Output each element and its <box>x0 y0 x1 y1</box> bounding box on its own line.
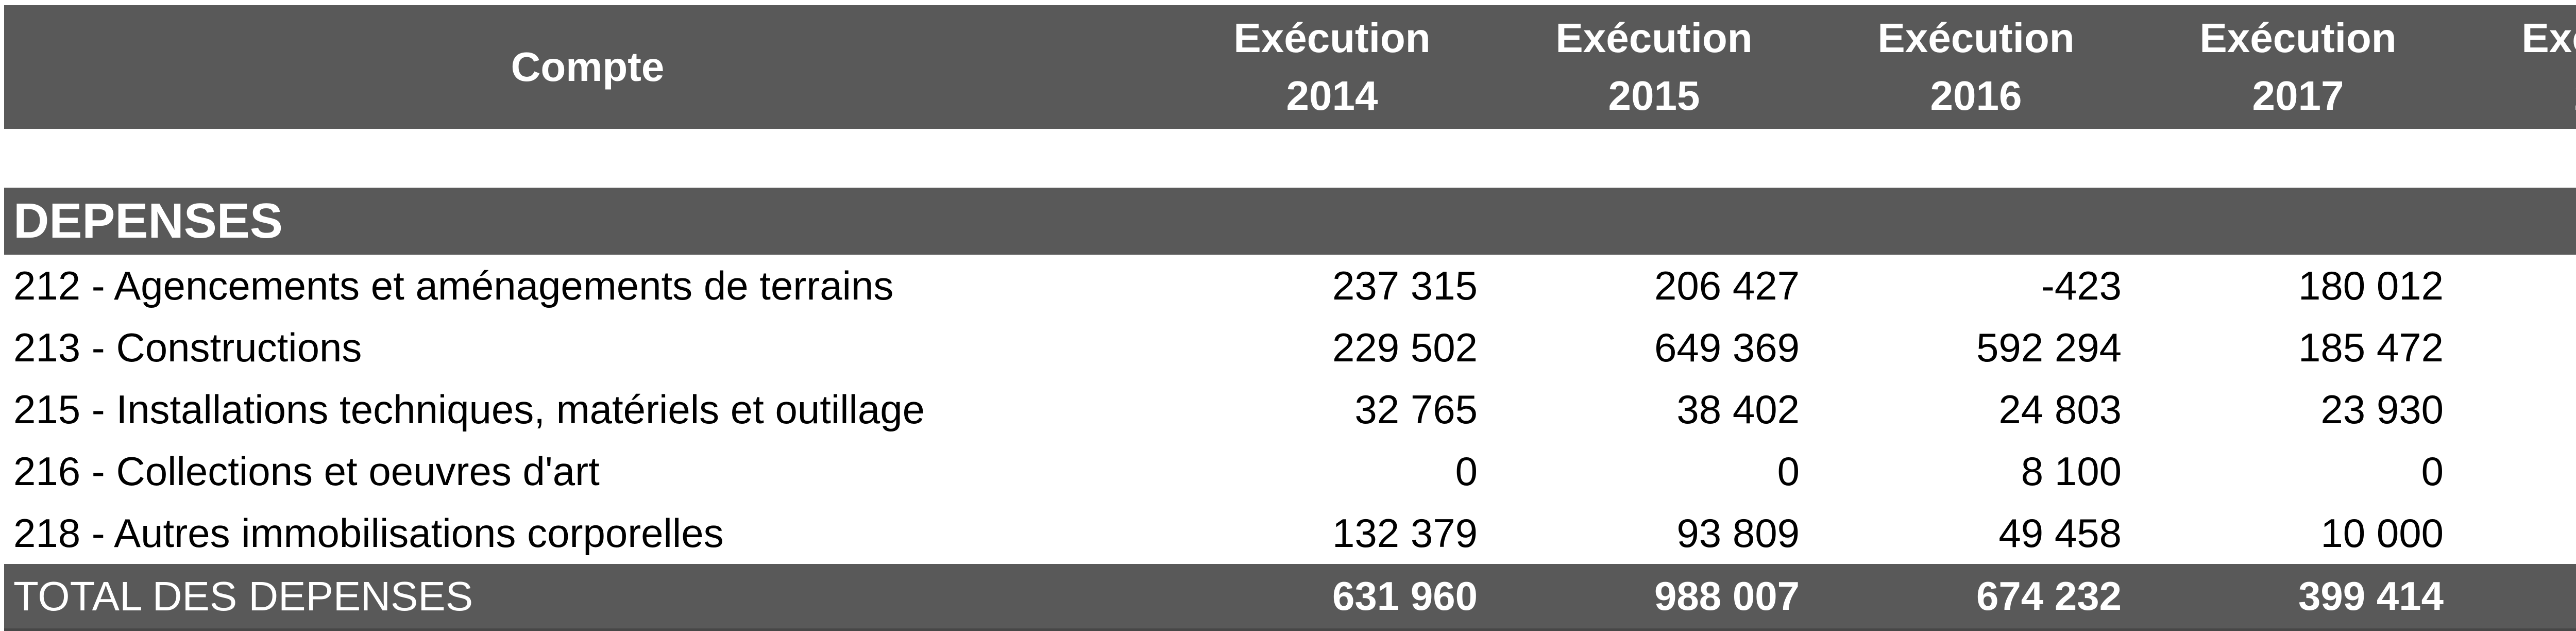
table-total-row: TOTAL DES DEPENSES 631 960 988 007 674 2… <box>4 564 2576 631</box>
column-header-execution-2017: Exécution 2017 <box>2137 9 2459 125</box>
column-header-line2: 2015 <box>1608 73 1700 119</box>
cell-value-2018: 68 757 <box>2459 324 2576 371</box>
row-label: 213 - Constructions <box>13 324 362 370</box>
column-header-line2: 2017 <box>2252 73 2344 119</box>
column-header-line1: Exécution <box>2521 15 2576 61</box>
cell-value-2015: 38 402 <box>1676 386 1800 432</box>
cell-value-2016: 8 100 <box>2021 448 2122 494</box>
column-header-execution-2016: Exécution 2016 <box>1815 9 2137 125</box>
cell-value-2018: 0 <box>2459 448 2576 495</box>
row-label: 212 - Agencements et aménagements de ter… <box>13 262 894 308</box>
cell-value-2018: 58 089 <box>2459 386 2576 433</box>
cell-value-2015: 0 <box>1777 448 1800 494</box>
table-row-212: 212 - Agencements et aménagements de ter… <box>4 255 2576 317</box>
cell-value-2017: 0 <box>2421 448 2444 494</box>
total-label: TOTAL DES DEPENSES <box>13 573 473 619</box>
section-header-depenses: DEPENSES <box>4 188 2576 255</box>
table-header-row: Compte Exécution 2014 Exécution 2015 Exé… <box>4 5 2576 129</box>
section-title: DEPENSES <box>13 193 283 248</box>
table-row-216: 216 - Collections et oeuvres d'art 0 0 8… <box>4 440 2576 502</box>
row-label: 215 - Installations techniques, matériel… <box>13 386 925 432</box>
cell-value-2015: 93 809 <box>1676 510 1800 556</box>
cell-value-2014: 237 315 <box>1332 262 1478 308</box>
cell-value-2014: 0 <box>1455 448 1478 494</box>
table-row-218: 218 - Autres immobilisations corporelles… <box>4 502 2576 564</box>
column-header-execution-2015: Exécution 2015 <box>1493 9 1815 125</box>
column-header-line2: 2016 <box>1930 73 2022 119</box>
cell-value-2017: 185 472 <box>2298 324 2444 370</box>
cell-value-2018: 10 500 <box>2459 510 2576 557</box>
total-value-2015: 988 007 <box>1654 573 1800 619</box>
cell-value-2016: -423 <box>2041 262 2122 308</box>
cell-value-2017: 10 000 <box>2320 510 2444 556</box>
column-header-line2: 2018 <box>2459 67 2576 125</box>
total-value-2017: 399 414 <box>2298 573 2444 619</box>
column-header-compte: Compte <box>511 44 665 90</box>
cell-value-2016: 49 458 <box>1998 510 2122 556</box>
cell-value-2018: 76 561 <box>2459 262 2576 309</box>
column-header-line1: Exécution <box>1555 15 1753 61</box>
row-label: 216 - Collections et oeuvres d'art <box>13 448 600 494</box>
cell-value-2017: 180 012 <box>2298 262 2444 308</box>
cell-value-2014: 32 765 <box>1354 386 1478 432</box>
cell-value-2016: 24 803 <box>1998 386 2122 432</box>
total-value-2014: 631 960 <box>1332 573 1478 619</box>
cell-value-2014: 229 502 <box>1332 324 1478 370</box>
header-section-gap <box>4 129 2576 188</box>
cell-value-2015: 649 369 <box>1654 324 1800 370</box>
table: Compte Exécution 2014 Exécution 2015 Exé… <box>4 5 2576 631</box>
total-value-2018: 213 907 <box>2459 573 2576 620</box>
total-value-2016: 674 232 <box>1976 573 2122 619</box>
column-header-line2: 2014 <box>1286 73 1378 119</box>
table-row-215: 215 - Installations techniques, matériel… <box>4 378 2576 440</box>
cell-value-2014: 132 379 <box>1332 510 1478 556</box>
table-row-213: 213 - Constructions 229 502 649 369 592 … <box>4 317 2576 378</box>
row-label: 218 - Autres immobilisations corporelles <box>13 510 724 556</box>
column-header-line1: Exécution <box>1233 15 1431 61</box>
cell-value-2017: 23 930 <box>2320 386 2444 432</box>
cell-value-2016: 592 294 <box>1976 324 2122 370</box>
cell-value-2015: 206 427 <box>1654 262 1800 308</box>
column-header-line1: Exécution <box>1877 15 2075 61</box>
column-header-execution-2014: Exécution 2014 <box>1171 9 1493 125</box>
column-header-execution-2018: Exécution 2018 <box>2459 9 2576 125</box>
column-header-line1: Exécution <box>2199 15 2397 61</box>
